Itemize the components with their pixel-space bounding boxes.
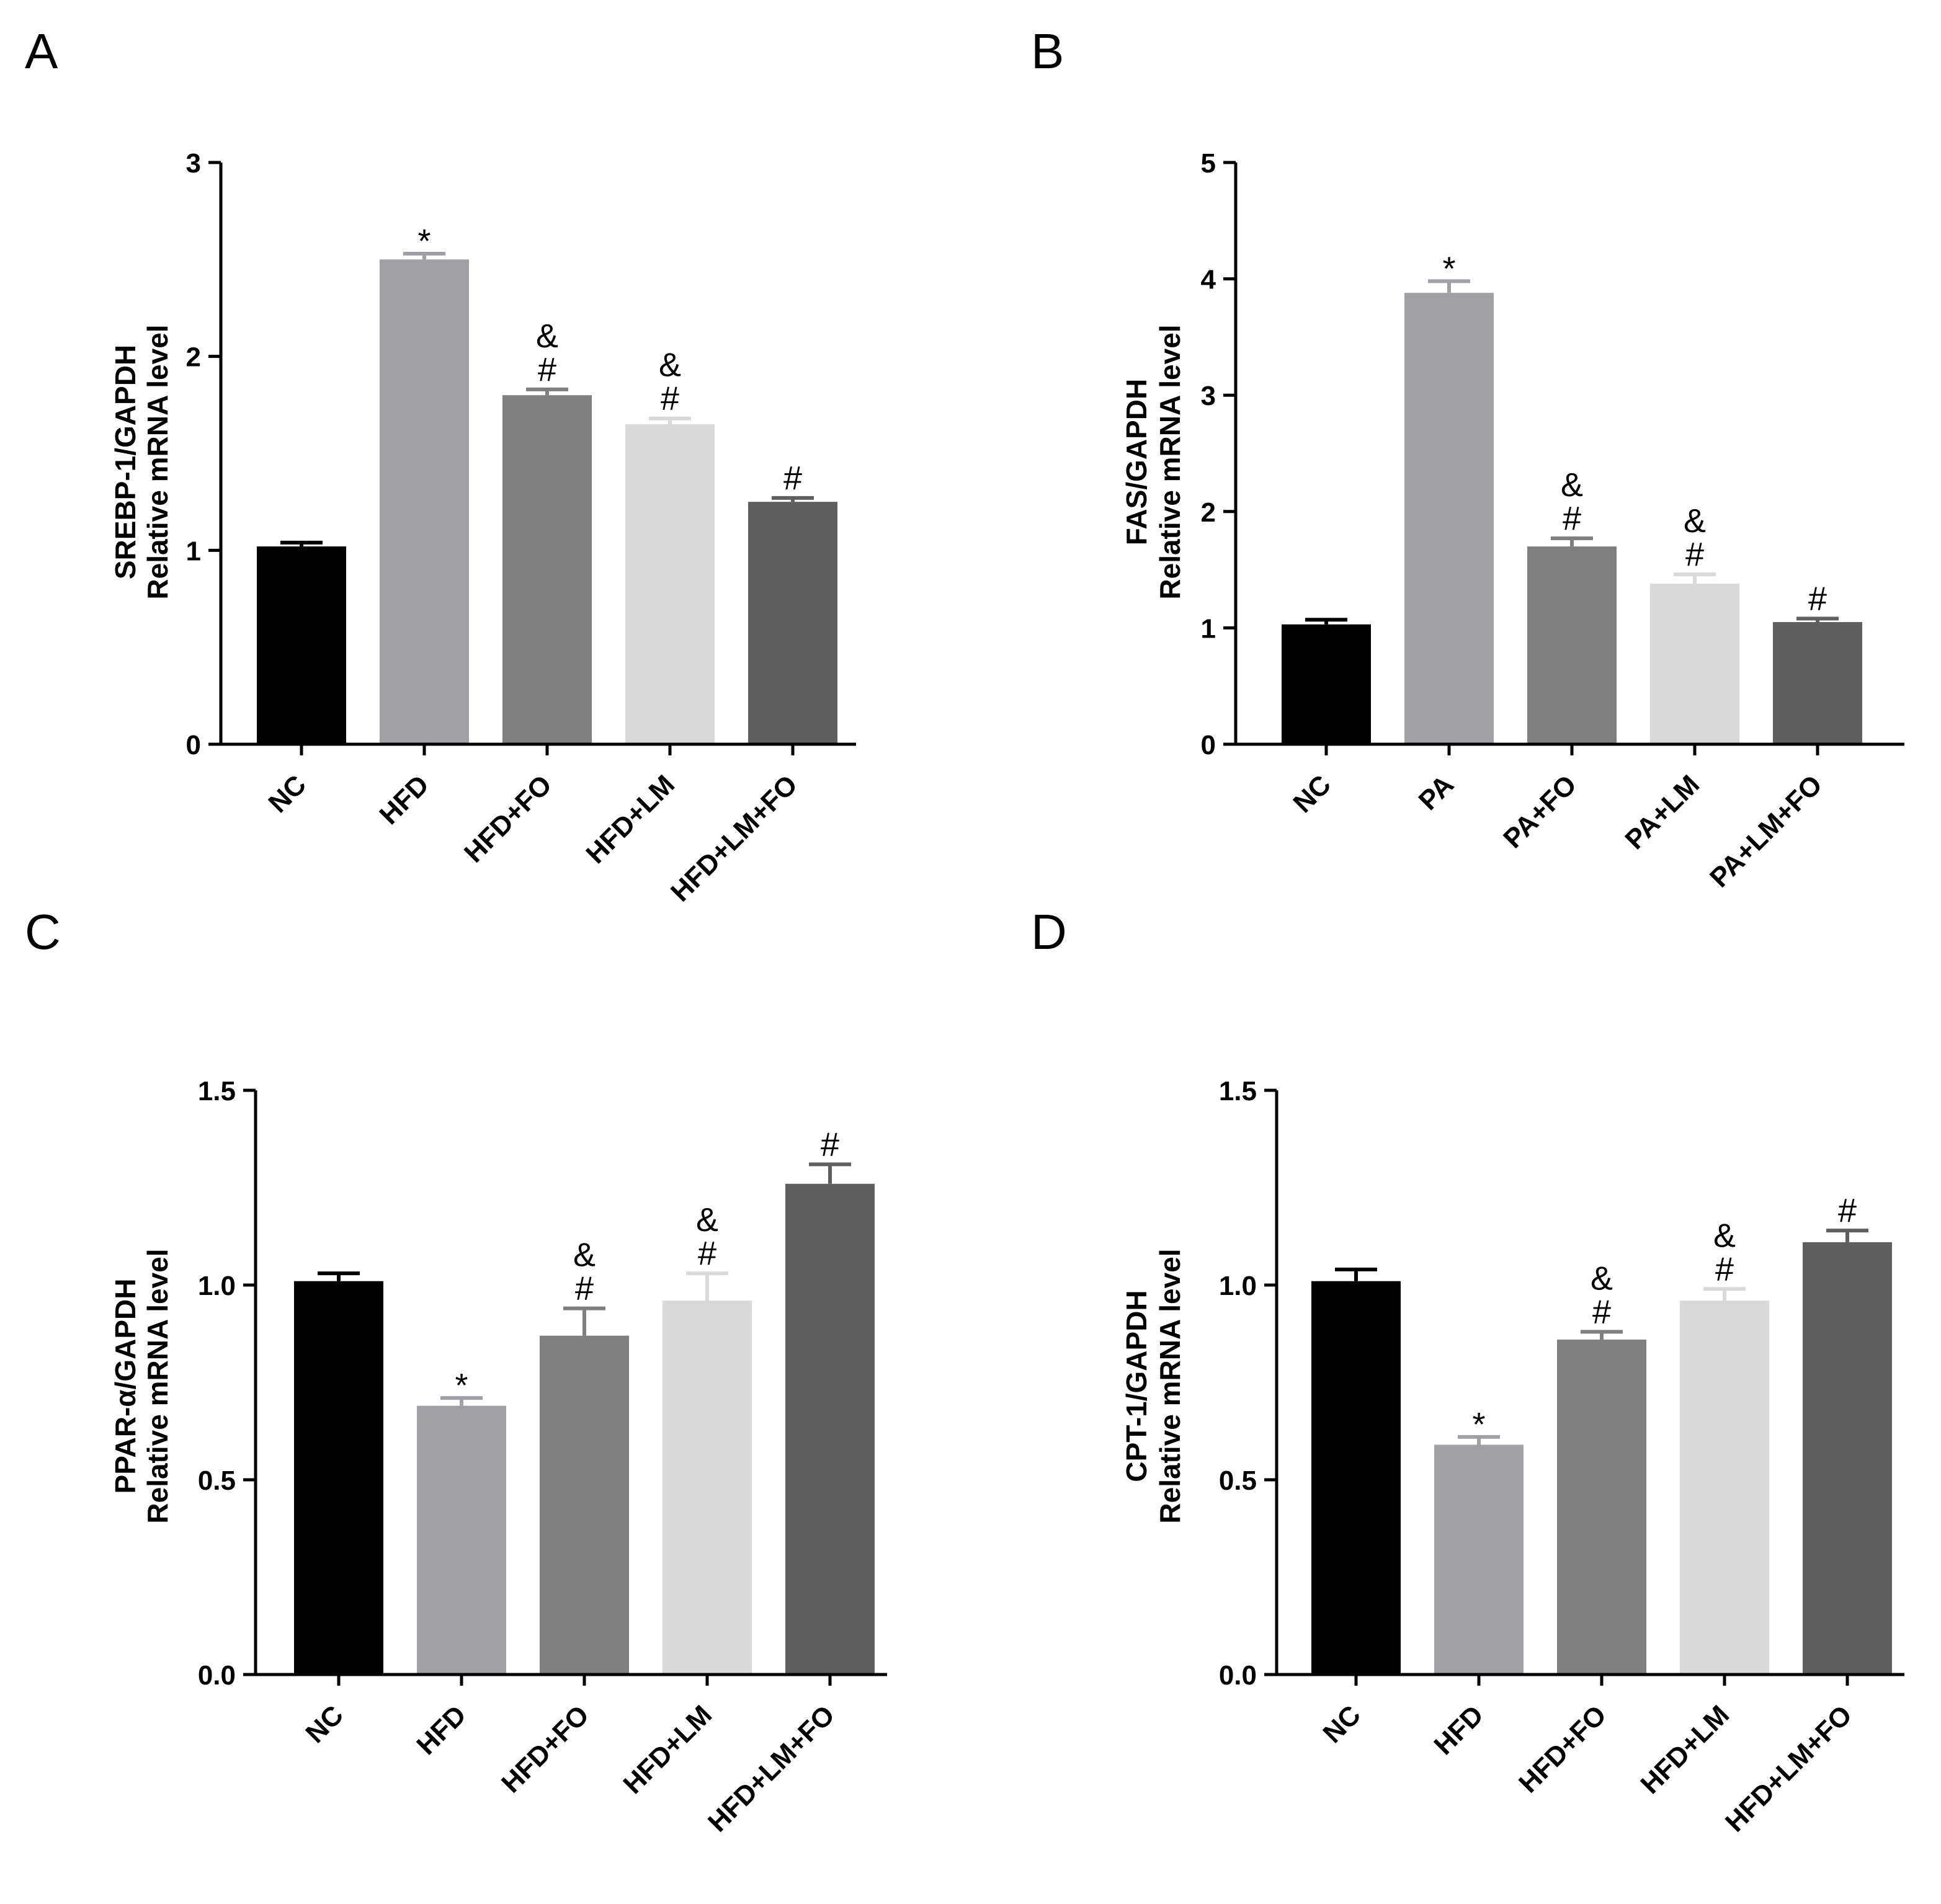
y-tick-label: 5 — [1201, 148, 1216, 179]
significance-hash: # — [1563, 500, 1581, 537]
x-tick-label: HFD+LM+FO — [702, 1699, 841, 1838]
y-tick-label: 1 — [186, 536, 201, 566]
bar-4 — [663, 1301, 752, 1675]
x-tick-label: PA+LM — [1619, 769, 1705, 855]
y-axis-label-units: Relative mRNA level — [141, 324, 174, 599]
significance-ampersand: & — [696, 1201, 718, 1239]
significance-ampersand: & — [1684, 502, 1706, 540]
bar-4 — [1680, 1301, 1769, 1675]
panel-label: B — [1031, 24, 1064, 79]
significance-hash: # — [575, 1270, 594, 1307]
bar-3 — [1557, 1339, 1646, 1675]
y-axis-label: PPAR-α/GAPDH — [109, 1279, 141, 1494]
bar-1 — [1311, 1281, 1401, 1675]
x-tick-label: HFD — [373, 769, 435, 830]
x-tick-label: NC — [262, 769, 312, 819]
y-tick-label: 2 — [186, 342, 201, 373]
significance-ampersand: & — [1591, 1260, 1613, 1297]
significance-hash: # — [1592, 1293, 1611, 1330]
y-tick-label: 4 — [1201, 265, 1216, 295]
panel-label: C — [25, 904, 61, 959]
x-tick-label: HFD — [411, 1699, 472, 1761]
bar-5 — [785, 1183, 875, 1675]
y-axis-label: FAS/GAPDH — [1120, 379, 1153, 545]
y-axis-label-units: Relative mRNA level — [141, 1248, 174, 1523]
y-tick-label: 3 — [186, 148, 201, 179]
panel-a: A SREBP-1/GAPDH Relative mRNA level NC * HFD #… — [25, 24, 856, 907]
bar-5 — [1773, 622, 1862, 744]
significance-hash: # — [698, 1235, 716, 1272]
y-tick-label: 0 — [1201, 730, 1216, 760]
bar-2 — [1434, 1444, 1524, 1675]
y-tick-label: 0.5 — [1219, 1466, 1257, 1496]
y-tick-label: 3 — [1201, 381, 1216, 411]
significance-ampersand: & — [536, 318, 558, 355]
bar-2 — [417, 1405, 506, 1675]
y-tick-label: 1.0 — [198, 1271, 236, 1301]
x-tick-label: PA+FO — [1497, 769, 1582, 854]
y-axis-label: SREBP-1/GAPDH — [109, 345, 141, 579]
x-tick-label: HFD+LM+FO — [1720, 1699, 1858, 1838]
x-tick-label: HFD+LM — [580, 769, 680, 870]
significance-hash: # — [821, 1126, 839, 1163]
y-tick-label: 1 — [1201, 613, 1216, 644]
significance-ampersand: & — [1561, 466, 1583, 504]
significance-ampersand: & — [659, 347, 681, 384]
y-tick-label: 1.5 — [1219, 1076, 1257, 1106]
x-tick-label: HFD+LM+FO — [665, 769, 803, 907]
x-tick-label: HFD+FO — [1513, 1699, 1612, 1799]
x-tick-label: HFD+FO — [496, 1699, 595, 1799]
bar-3 — [502, 395, 592, 744]
x-tick-label: NC — [1317, 1699, 1367, 1749]
x-tick-label: HFD+FO — [458, 769, 558, 868]
significance-hash: # — [538, 351, 556, 388]
bar-5 — [748, 502, 837, 744]
bar-5 — [1803, 1242, 1892, 1675]
bar-2 — [1404, 293, 1494, 744]
bar-1 — [257, 546, 346, 744]
x-tick-label: PA — [1413, 769, 1460, 816]
bar-2 — [380, 259, 469, 744]
significance-ampersand: & — [1713, 1217, 1736, 1254]
significance-star: * — [455, 1367, 468, 1404]
significance-hash: # — [1685, 536, 1704, 573]
x-tick-label: PA+LM+FO — [1704, 769, 1828, 893]
y-tick-label: 0.0 — [1219, 1660, 1257, 1691]
significance-hash: # — [783, 460, 802, 497]
bar-4 — [625, 424, 715, 744]
bar-3 — [540, 1335, 629, 1675]
x-tick-label: HFD — [1428, 1699, 1489, 1761]
x-tick-label: NC — [300, 1699, 349, 1749]
significance-star: * — [1472, 1406, 1485, 1443]
significance-hash: # — [1715, 1250, 1734, 1288]
y-tick-label: 1.5 — [198, 1076, 236, 1106]
x-tick-label: HFD+LM — [1635, 1699, 1735, 1800]
x-tick-label: NC — [1287, 769, 1337, 819]
y-tick-label: 1.0 — [1219, 1271, 1257, 1301]
y-tick-label: 0 — [186, 730, 201, 760]
significance-hash: # — [1808, 580, 1827, 617]
panel-label: A — [25, 24, 58, 79]
panel-label: D — [1031, 904, 1067, 959]
y-tick-label: 0.5 — [198, 1466, 236, 1496]
significance-star: * — [417, 223, 431, 260]
bar-1 — [294, 1281, 383, 1675]
y-tick-label: 0.0 — [198, 1660, 236, 1691]
y-axis-label-units: Relative mRNA level — [1154, 1248, 1186, 1523]
significance-hash: # — [661, 380, 679, 417]
bar-3 — [1527, 546, 1617, 744]
significance-ampersand: & — [573, 1237, 596, 1274]
bar-4 — [1650, 584, 1739, 744]
x-tick-label: HFD+LM — [617, 1699, 718, 1800]
significance-hash: # — [1838, 1192, 1857, 1229]
significance-star: * — [1442, 250, 1455, 287]
y-tick-label: 2 — [1201, 497, 1216, 528]
bar-1 — [1282, 624, 1371, 744]
y-axis-label: CPT-1/GAPDH — [1120, 1290, 1153, 1482]
y-axis-label-units: Relative mRNA level — [1154, 324, 1186, 599]
